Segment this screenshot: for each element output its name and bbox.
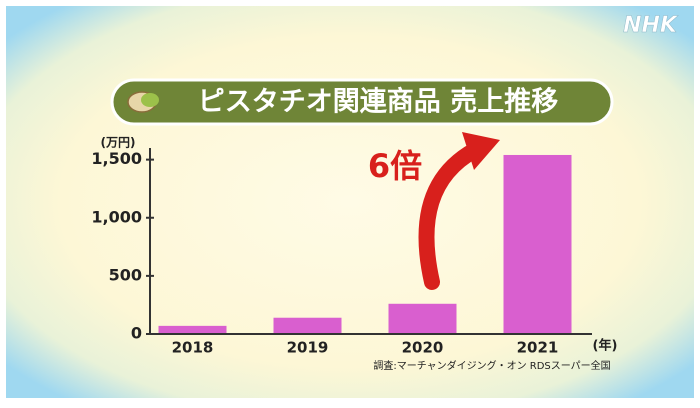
bar [503, 154, 572, 334]
y-tick-label: 500 [109, 265, 142, 284]
bar [273, 317, 342, 334]
x-tick-label: 2020 [402, 339, 444, 357]
y-tick-label: 1,000 [91, 207, 142, 226]
annotation: 6倍 [368, 147, 422, 185]
y-tick-label: 1,500 [91, 149, 142, 168]
arrow [418, 142, 483, 290]
y-tick-label: 0 [131, 324, 142, 343]
pistachio-icon [127, 91, 159, 113]
chart-title: ピスタチオ関連商品 売上推移 [198, 87, 558, 118]
bar [388, 303, 457, 334]
arrow-head [462, 132, 500, 170]
source: 調査:マーチャンダイジング・オン RDSスーパー全国 [373, 359, 610, 372]
title-pill [110, 78, 614, 126]
y-axis-label: (万円) [101, 136, 136, 150]
x-tick-label: 2019 [287, 339, 329, 357]
x-axis-label: (年) [593, 338, 618, 354]
background [6, 6, 694, 398]
logo: NHK [623, 13, 679, 38]
bar [158, 325, 227, 334]
x-tick-label: 2018 [172, 339, 214, 357]
x-tick-label: 2021 [517, 339, 559, 357]
